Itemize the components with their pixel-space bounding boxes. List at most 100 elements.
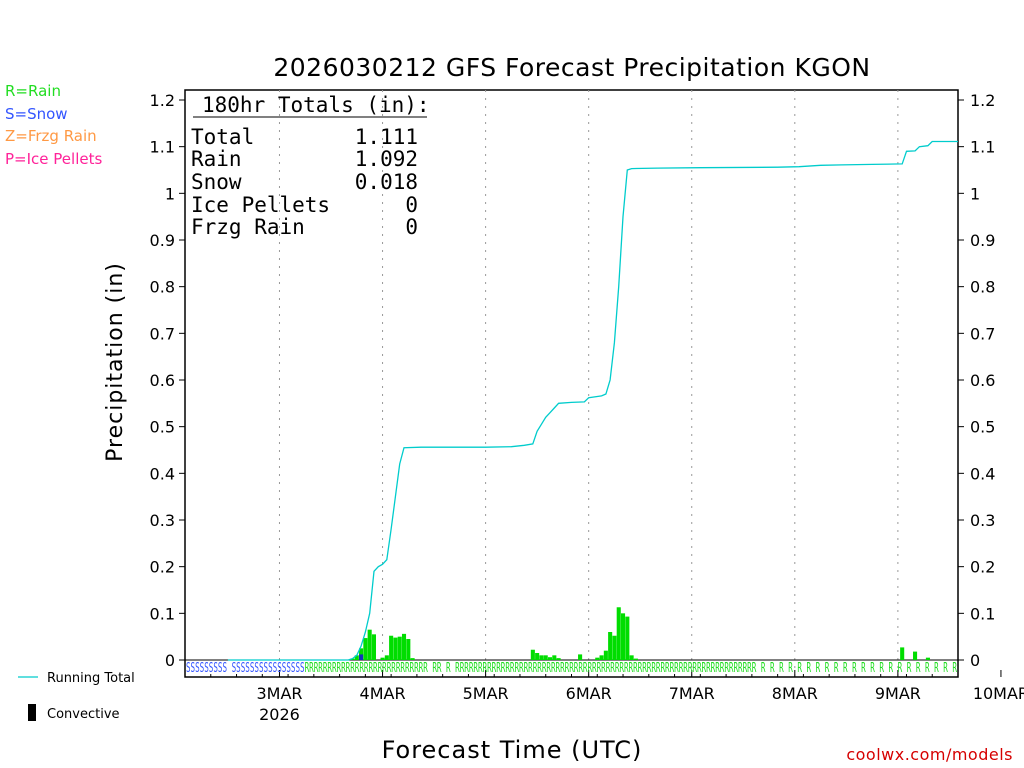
x-tick-label: 9MAR (875, 684, 921, 703)
totals-ice-pellets-label: Ice Pellets (191, 193, 330, 217)
running-total-legend-label: Running Total (47, 671, 135, 686)
y-tick-label-left: 0.8 (150, 278, 175, 297)
convective-bar (380, 657, 385, 660)
totals-ice-pellets-value: 0 (405, 193, 418, 217)
legend-ice-pellets: P=Ice Pellets (5, 150, 102, 168)
convective-legend-swatch (28, 704, 36, 721)
convective-bar (389, 635, 394, 660)
chart-title: 2026030212 GFS Forecast Precipitation KG… (273, 53, 870, 82)
y-axis-ticks: 0 00.1 0.10.2 0.20.3 0.30.4 0.40.5 0.50.6 0.60.… (150, 91, 996, 670)
y-tick-label-left: 1.1 (150, 138, 175, 157)
convective-bar (625, 616, 630, 660)
convective-bar (556, 658, 561, 660)
legend-rain: R=Rain (5, 82, 61, 100)
convective-bar (363, 638, 368, 660)
x-tick-sublabel: 2026 (259, 705, 300, 724)
running-total-line (227, 140, 958, 661)
convective-bar (530, 649, 535, 660)
convective-bar (578, 654, 583, 660)
y-tick-label-left: 1.2 (150, 91, 175, 110)
convective-bar (603, 650, 608, 660)
convective-bar (535, 652, 540, 660)
convective-bar (599, 655, 604, 660)
x-tick-label: 5MAR (463, 684, 509, 703)
convective-bar (552, 655, 557, 660)
y-tick-label-right: 0.5 (970, 418, 995, 437)
convective-bar (384, 655, 389, 660)
convective-bar (393, 637, 398, 660)
y-tick-label-right: 1.1 (970, 138, 995, 157)
convective-bar (547, 657, 553, 660)
convective-bar (633, 658, 638, 660)
site-credit: coolwx.com/models (846, 745, 1013, 764)
x-axis-label: Forecast Time (UTC) (382, 736, 643, 764)
totals-snow-value: 0.018 (355, 170, 418, 194)
convective-bar (595, 657, 600, 660)
x-tick-label: 10MAR (973, 684, 1024, 703)
y-tick-label-left: 0.6 (150, 371, 175, 390)
convective-bar (543, 655, 548, 660)
totals-total-value: 1.111 (355, 125, 418, 149)
totals-box: 180hr Totals (in): Total 1.111 Rain 1.09… (191, 93, 430, 239)
y-tick-label-left: 0.2 (150, 558, 175, 577)
y-tick-label-right: 0.7 (970, 324, 995, 343)
convective-bar (900, 647, 905, 660)
y-tick-label-left: 0 (165, 651, 175, 670)
convective-bar (371, 634, 376, 660)
plot-frame (184, 89, 959, 678)
convective-bar (401, 633, 407, 660)
convective-bar (616, 607, 621, 660)
convective-bar (350, 658, 355, 660)
convective-bar (367, 629, 372, 660)
y-tick-label-right: 0.6 (970, 371, 995, 390)
x-tick-label: 6MAR (566, 684, 612, 703)
totals-snow-label: Snow (191, 170, 242, 194)
y-axis-label: Precipitation (in) (103, 262, 128, 462)
convective-bar (406, 638, 411, 660)
convective-legend-label: Convective (47, 707, 120, 722)
convective-bars (350, 607, 930, 660)
convective-bar (410, 658, 415, 660)
snow-bar (359, 654, 364, 660)
totals-frzg-rain-value: 0 (405, 215, 418, 239)
y-tick-label-left: 0.3 (150, 511, 175, 530)
y-tick-label-right: 0.1 (970, 604, 995, 623)
totals-rain-value: 1.092 (355, 147, 418, 171)
x-tick-label: 4MAR (360, 684, 406, 703)
y-tick-label-right: 0.8 (970, 278, 995, 297)
precip-type-run: SSSSSSSSS SSSSSSSSSSSSSSSS (186, 661, 305, 676)
y-tick-label-left: 0.7 (150, 324, 175, 343)
x-axis-ticks: 3MAR 2026 4MAR 5MAR 6MAR 7MAR 8MAR 9MAR 10MAR (184, 670, 1024, 724)
x-tick-label: 8MAR (772, 684, 818, 703)
y-tick-label-right: 0.2 (970, 558, 995, 577)
convective-bar (397, 636, 402, 660)
grid-lines (278, 90, 899, 677)
y-tick-label-right: 0.4 (970, 464, 995, 483)
convective-bar (359, 648, 364, 660)
totals-frzg-rain-label: Frzg Rain (191, 215, 305, 239)
y-tick-label-left: 0.1 (150, 604, 175, 623)
x-tick-label: 3MAR (256, 684, 302, 703)
y-tick-label-right: 0.9 (970, 231, 995, 250)
convective-bar (925, 657, 930, 660)
convective-bar (629, 655, 634, 660)
y-tick-label-right: 0 (970, 651, 980, 670)
y-tick-label-right: 1.2 (970, 91, 995, 110)
convective-bar (913, 651, 918, 660)
x-tick-label: 7MAR (669, 684, 715, 703)
y-tick-label-right: 0.3 (970, 511, 995, 530)
totals-total-label: Total (191, 125, 254, 149)
convective-bar (539, 655, 544, 660)
precip-type-run: RRRRRRRRRRRRRRRRRRRRRRRRRRR RR R RRRRRRR… (305, 661, 957, 676)
y-tick-label-left: 0.9 (150, 231, 175, 250)
y-tick-label-right: 1 (970, 184, 980, 203)
legend-freezing-rain: Z=Frzg Rain (5, 127, 97, 145)
convective-bar (612, 635, 617, 660)
totals-rain-label: Rain (191, 147, 242, 171)
y-tick-label-left: 0.5 (150, 418, 175, 437)
legend-snow: S=Snow (5, 105, 68, 123)
precip-type-row: SSSSSSSSS SSSSSSSSSSSSSSSSRRRRRRRRRRRRRR… (186, 661, 957, 676)
y-tick-label-left: 0.4 (150, 464, 175, 483)
totals-header: 180hr Totals (in): (202, 93, 430, 117)
